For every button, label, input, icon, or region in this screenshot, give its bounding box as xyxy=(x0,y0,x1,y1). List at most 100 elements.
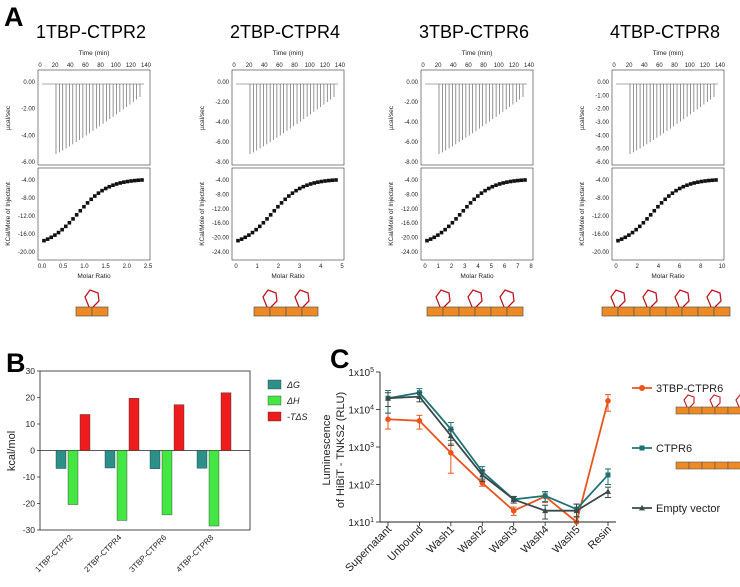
molar-tick: 1.5 xyxy=(101,264,110,270)
data-point xyxy=(447,432,454,439)
binding-point xyxy=(82,204,86,209)
binding-point xyxy=(111,183,115,188)
bar-y-axis-label: kcal/mol xyxy=(6,431,18,471)
itc-title: 1TBP-CTPR2 xyxy=(36,22,146,42)
ctpr-repeat-block xyxy=(91,306,109,317)
ctpr-repeat-block xyxy=(697,306,715,317)
molar-tick: 8 xyxy=(699,264,703,270)
panel-a-label: A xyxy=(4,2,24,32)
binding-point xyxy=(114,182,119,186)
binding-point xyxy=(692,181,697,185)
time-tick: 20 xyxy=(435,63,442,69)
binding-point xyxy=(316,180,320,184)
time-tick: 60 xyxy=(276,63,283,69)
ctpr-repeat-block xyxy=(713,306,731,317)
line-y-tick-label: 1x103 xyxy=(348,442,374,454)
binding-point xyxy=(630,230,635,235)
bar-TS-4 xyxy=(220,392,232,451)
bar-y-tick-label: -20 xyxy=(23,499,36,509)
bar-category-label: 4TBP-CTPR8 xyxy=(174,533,215,574)
time-tick: 40 xyxy=(67,63,74,69)
binding-point xyxy=(250,230,255,235)
data-point xyxy=(605,398,611,404)
data-point xyxy=(573,507,580,514)
series-line xyxy=(387,395,609,512)
time-tick: 40 xyxy=(450,63,457,69)
molar-tick: 0 xyxy=(614,264,618,270)
binding-point xyxy=(71,217,75,221)
raw-tick: -4.00 xyxy=(215,120,229,126)
bar-legend-swatch xyxy=(267,395,282,406)
bar-H-1 xyxy=(67,450,79,505)
ctpr-repeat-block xyxy=(688,461,703,470)
molar-tick: 7 xyxy=(516,264,520,270)
raw-tick: -6.00 xyxy=(21,160,35,166)
molar-tick: 2.5 xyxy=(144,264,153,270)
int-tick: -16.00 xyxy=(212,221,230,227)
binding-point xyxy=(323,179,327,183)
binding-point xyxy=(439,230,444,235)
data-point xyxy=(479,471,486,478)
binding-point xyxy=(96,191,101,195)
int-tick: -12.00 xyxy=(401,207,419,213)
raw-thermogram-frame xyxy=(420,69,534,166)
binding-point xyxy=(465,204,469,209)
time-tick: 100 xyxy=(111,63,122,69)
binding-point xyxy=(425,238,429,243)
binding-point xyxy=(140,178,144,182)
line-y-tick-label: 1x101 xyxy=(348,517,374,529)
construct-schematic xyxy=(601,289,731,317)
bar-H-3 xyxy=(161,450,173,516)
time-tick: 40 xyxy=(261,63,268,69)
bar-G-3 xyxy=(149,450,161,469)
binding-point xyxy=(279,201,284,205)
tbp-loop-icon xyxy=(294,289,310,308)
ctpr-repeat-block xyxy=(701,406,716,415)
time-tick: 140 xyxy=(715,63,726,69)
line-legend-marker xyxy=(639,504,645,511)
binding-point xyxy=(243,235,248,240)
int-y-axis-label: KCal/Mole of Injectant xyxy=(388,182,395,246)
data-point xyxy=(605,472,611,478)
raw-thermogram-frame xyxy=(37,69,151,166)
line-legend-marker xyxy=(639,385,645,391)
panel-c-label: C xyxy=(330,344,350,374)
binding-point xyxy=(468,201,473,205)
binding-point xyxy=(305,183,309,188)
time-tick: 80 xyxy=(97,63,104,69)
binding-point xyxy=(443,227,447,232)
molar-tick: 0 xyxy=(234,264,238,270)
int-tick: -4.00 xyxy=(404,178,418,184)
itc-title: 4TBP-CTPR8 xyxy=(610,22,720,42)
bar-y-tick-label: 0 xyxy=(30,446,35,456)
binding-point xyxy=(45,237,50,241)
molar-tick: 0.5 xyxy=(59,264,68,270)
binding-point xyxy=(268,213,273,217)
itc-title: 2TBP-CTPR4 xyxy=(230,22,340,42)
time-tick: 80 xyxy=(480,63,487,69)
ctpr-repeat-block xyxy=(253,306,271,317)
raw-tick: -8.00 xyxy=(215,160,229,166)
tick-exponent: 5 xyxy=(370,367,374,374)
tbp-loop-icon xyxy=(674,289,690,308)
binding-point xyxy=(89,197,93,202)
series-1 xyxy=(385,394,611,525)
time-tick: 140 xyxy=(335,63,346,69)
time-tick: 0 xyxy=(232,63,236,69)
tick-base: 1x10 xyxy=(348,406,370,417)
bar-y-tick-label: 20 xyxy=(26,393,36,403)
data-point xyxy=(416,417,423,424)
legend-construct-schematic xyxy=(675,394,740,415)
line-category-label: Resin xyxy=(586,524,614,552)
ctpr-repeat-block xyxy=(714,406,729,415)
tick-exponent: 1 xyxy=(370,517,374,524)
time-axis-label: Time (min) xyxy=(273,50,304,57)
binding-point xyxy=(74,213,79,217)
data-point xyxy=(416,393,423,400)
tick-exponent: 4 xyxy=(370,405,374,412)
time-tick: 120 xyxy=(700,63,711,69)
binding-point xyxy=(129,179,133,183)
raw-y-axis-label: µcal/sec xyxy=(199,105,206,130)
binding-point xyxy=(648,213,653,217)
time-tick: 60 xyxy=(82,63,89,69)
